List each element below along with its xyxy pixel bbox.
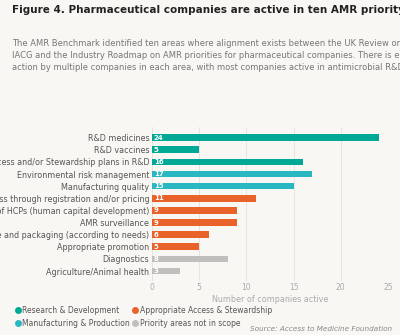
Bar <box>152 171 312 177</box>
Text: 16: 16 <box>154 159 164 165</box>
Bar <box>152 256 228 262</box>
Bar <box>152 219 237 226</box>
Bar <box>152 244 199 250</box>
Text: 3: 3 <box>154 268 159 274</box>
Text: 6: 6 <box>154 232 159 238</box>
Text: 17: 17 <box>154 171 164 177</box>
X-axis label: Number of companies active: Number of companies active <box>212 294 328 304</box>
Text: Source: Access to Medicine Foundation: Source: Access to Medicine Foundation <box>250 326 392 332</box>
Text: 5: 5 <box>154 147 159 153</box>
Bar <box>152 231 209 238</box>
Text: Figure 4. Pharmaceutical companies are active in ten AMR priority areas.: Figure 4. Pharmaceutical companies are a… <box>12 5 400 15</box>
Bar <box>152 134 378 141</box>
Legend: Research & Development, Manufacturing & Production, Appropriate Access & Steward: Research & Development, Manufacturing & … <box>16 306 272 328</box>
Bar <box>152 158 303 165</box>
Bar <box>152 268 180 274</box>
Text: The AMR Benchmark identified ten areas where alignment exists between the UK Rev: The AMR Benchmark identified ten areas w… <box>12 39 400 72</box>
Text: 24: 24 <box>154 135 164 141</box>
Text: 8: 8 <box>154 256 159 262</box>
Text: 5: 5 <box>154 244 159 250</box>
Bar <box>152 195 256 202</box>
Text: 9: 9 <box>154 219 159 225</box>
Bar <box>152 146 199 153</box>
Bar <box>152 207 237 214</box>
Bar <box>152 183 294 190</box>
Text: 11: 11 <box>154 195 164 201</box>
Text: 9: 9 <box>154 207 159 213</box>
Text: 15: 15 <box>154 183 164 189</box>
